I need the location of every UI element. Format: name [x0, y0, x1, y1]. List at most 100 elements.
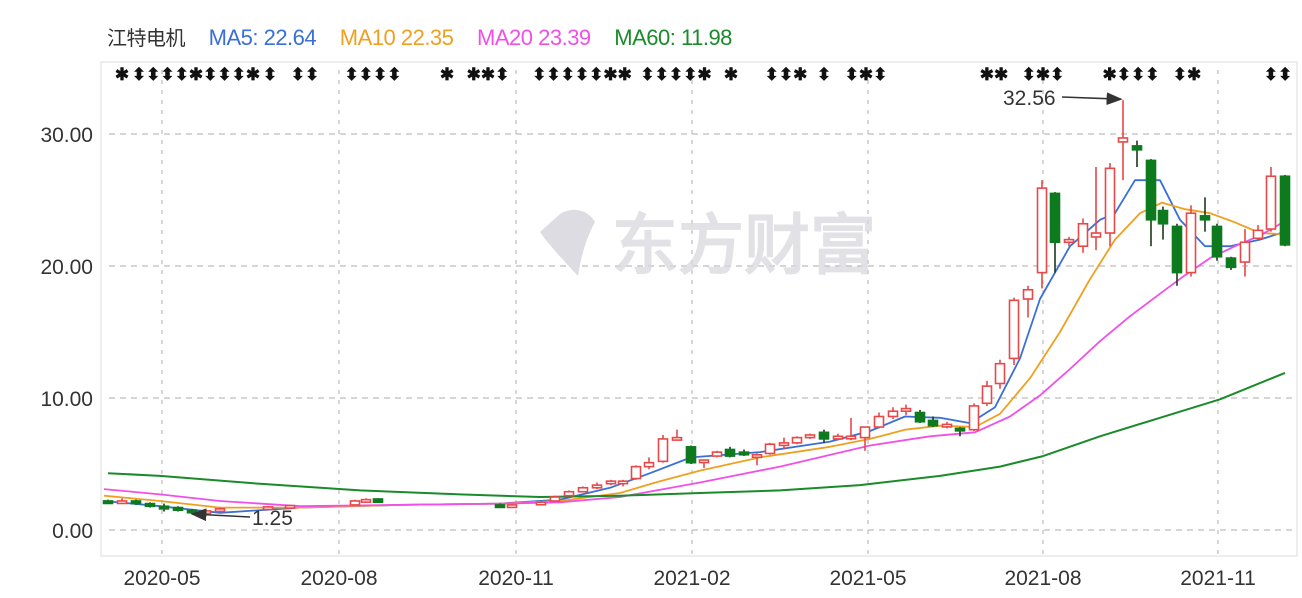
watermark-logo-icon	[540, 209, 595, 276]
candle	[941, 421, 953, 429]
signal-marker: ⬍⬍⬍⬍	[345, 65, 402, 84]
candle	[1104, 163, 1116, 247]
candle	[804, 433, 816, 439]
candle	[1008, 297, 1020, 365]
x-tick-label: 2020-05	[123, 567, 200, 590]
watermark-text: 东方财富	[612, 207, 876, 284]
legend-ma20: MA20 23.39	[477, 25, 591, 50]
candle	[186, 508, 198, 514]
candle	[954, 427, 966, 437]
watermark: 东方财富	[540, 207, 876, 284]
candle	[832, 433, 844, 441]
signal-marker: ⬍⬍⬍⬍⬍✱✱	[532, 65, 632, 84]
low-arrow	[190, 508, 251, 522]
candle	[102, 499, 114, 505]
candle	[1063, 236, 1075, 247]
x-tick-label: 2021-11	[1180, 567, 1256, 590]
candles	[102, 100, 1291, 515]
candle	[1022, 285, 1034, 318]
signal-marker: ✱⬍⬍⬍	[1103, 65, 1160, 84]
candle	[1131, 140, 1143, 167]
candle	[284, 504, 296, 509]
candle	[1211, 223, 1223, 261]
candle	[751, 453, 763, 466]
candle	[214, 507, 226, 513]
legend-ma60: MA60: 11.98	[614, 25, 732, 50]
candle	[671, 429, 683, 441]
y-tick-label: 0.00	[52, 520, 93, 543]
candle	[1171, 223, 1183, 286]
signal-marker: ✱	[115, 65, 129, 84]
ma60-line	[107, 371, 1286, 498]
candle	[887, 407, 899, 420]
candle	[506, 504, 518, 509]
candle	[698, 459, 710, 468]
candle	[494, 503, 506, 509]
low-price-label: 1.25	[252, 507, 293, 530]
x-tick-label: 2020-08	[300, 567, 377, 590]
candle	[1185, 205, 1197, 277]
signal-marker: ⬍	[817, 65, 831, 84]
x-tick-label: 2021-08	[1004, 567, 1081, 590]
signal-marker: ✱	[724, 65, 738, 84]
candle	[711, 450, 723, 458]
candle	[685, 445, 697, 464]
signal-marker: ⬍⬍✱	[765, 65, 808, 84]
candle	[994, 359, 1006, 389]
axes: 0.00 10.00 20.00 30.00 2020-05 2020-08 2020-11…	[40, 61, 1298, 590]
candle	[360, 498, 372, 503]
y-tick-label: 20.00	[40, 256, 93, 279]
candle	[1279, 174, 1291, 247]
x-tick-label: 2020-11	[478, 567, 554, 590]
candle	[200, 510, 212, 515]
x-tick-label: 2021-05	[829, 567, 906, 590]
candle	[981, 380, 993, 406]
candle	[1252, 225, 1264, 240]
legend-ma5: MA5: 22.64	[208, 25, 317, 50]
candle	[1265, 167, 1277, 232]
candle	[1157, 206, 1169, 240]
candle	[778, 437, 790, 450]
stock-name: 江特电机	[107, 26, 186, 50]
candle	[873, 412, 885, 429]
candle	[549, 495, 561, 502]
high-arrow	[1061, 92, 1123, 106]
candle	[818, 429, 830, 443]
candle	[605, 479, 617, 486]
candle	[158, 503, 170, 512]
candle	[1049, 192, 1061, 273]
candle	[1090, 167, 1102, 251]
candle	[144, 502, 156, 508]
signal-marker: ⬍⬍⬍⬍✱	[640, 65, 711, 84]
candle	[1199, 197, 1211, 232]
candle	[914, 409, 926, 424]
candle	[643, 457, 655, 470]
signal-marker: ✱✱⬍	[467, 65, 510, 84]
candle	[591, 482, 603, 490]
candle	[1036, 180, 1048, 289]
candle	[130, 499, 142, 505]
candle	[617, 479, 629, 487]
candle	[845, 417, 857, 441]
candle	[1117, 100, 1129, 181]
candle	[535, 500, 547, 506]
y-tick-label: 30.00	[40, 124, 93, 147]
candle	[859, 426, 871, 451]
signal-marker: ✱✱	[980, 65, 1009, 84]
signal-marker: ⬍	[263, 65, 277, 84]
signal-marker: ⬍⬍	[291, 65, 320, 84]
candle	[1145, 159, 1157, 247]
chart-legend: 江特电机 MA5: 22.64 MA10 22.35 MA20 23.39 MA…	[107, 22, 750, 51]
signal-marker: ⬍✱	[1173, 65, 1202, 84]
candle	[1077, 218, 1089, 253]
candle	[1239, 229, 1251, 277]
candle	[657, 434, 669, 463]
candle	[262, 506, 274, 511]
candle	[900, 404, 912, 416]
signal-marker: ⬍✱⬍	[1022, 65, 1065, 84]
candle	[968, 403, 980, 431]
candle	[563, 490, 575, 497]
candle	[738, 449, 750, 457]
candle	[116, 498, 128, 505]
